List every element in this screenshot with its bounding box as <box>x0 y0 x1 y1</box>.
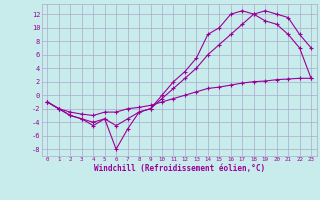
X-axis label: Windchill (Refroidissement éolien,°C): Windchill (Refroidissement éolien,°C) <box>94 164 265 173</box>
